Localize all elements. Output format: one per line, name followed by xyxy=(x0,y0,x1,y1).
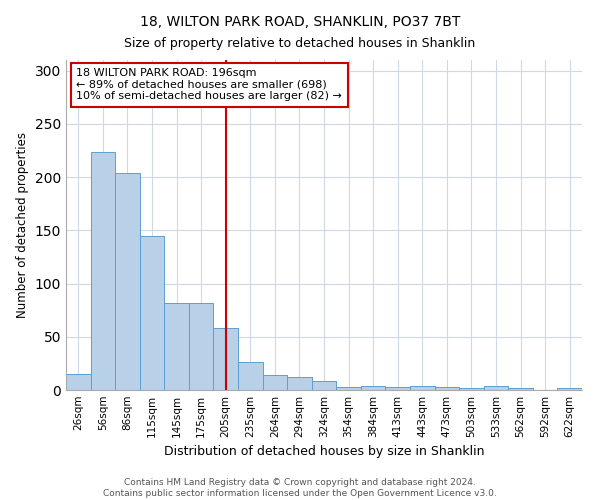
Bar xyxy=(385,387,410,390)
Bar xyxy=(557,388,582,390)
Text: Contains HM Land Registry data © Crown copyright and database right 2024.
Contai: Contains HM Land Registry data © Crown c… xyxy=(103,478,497,498)
Bar xyxy=(214,328,238,390)
Bar xyxy=(66,374,91,390)
Bar xyxy=(459,388,484,390)
Bar xyxy=(434,387,459,390)
X-axis label: Distribution of detached houses by size in Shanklin: Distribution of detached houses by size … xyxy=(164,446,484,458)
Bar xyxy=(91,152,115,390)
Bar xyxy=(263,375,287,390)
Bar xyxy=(484,386,508,390)
Bar xyxy=(238,362,263,390)
Bar xyxy=(140,236,164,390)
Bar xyxy=(287,377,312,390)
Bar xyxy=(115,173,140,390)
Bar xyxy=(410,386,434,390)
Bar xyxy=(189,302,214,390)
Bar xyxy=(312,382,336,390)
Text: 18, WILTON PARK ROAD, SHANKLIN, PO37 7BT: 18, WILTON PARK ROAD, SHANKLIN, PO37 7BT xyxy=(140,15,460,29)
Bar xyxy=(336,387,361,390)
Text: 18 WILTON PARK ROAD: 196sqm
← 89% of detached houses are smaller (698)
10% of se: 18 WILTON PARK ROAD: 196sqm ← 89% of det… xyxy=(76,68,342,102)
Y-axis label: Number of detached properties: Number of detached properties xyxy=(16,132,29,318)
Text: Size of property relative to detached houses in Shanklin: Size of property relative to detached ho… xyxy=(124,38,476,51)
Bar xyxy=(508,388,533,390)
Bar xyxy=(164,302,189,390)
Bar xyxy=(361,386,385,390)
